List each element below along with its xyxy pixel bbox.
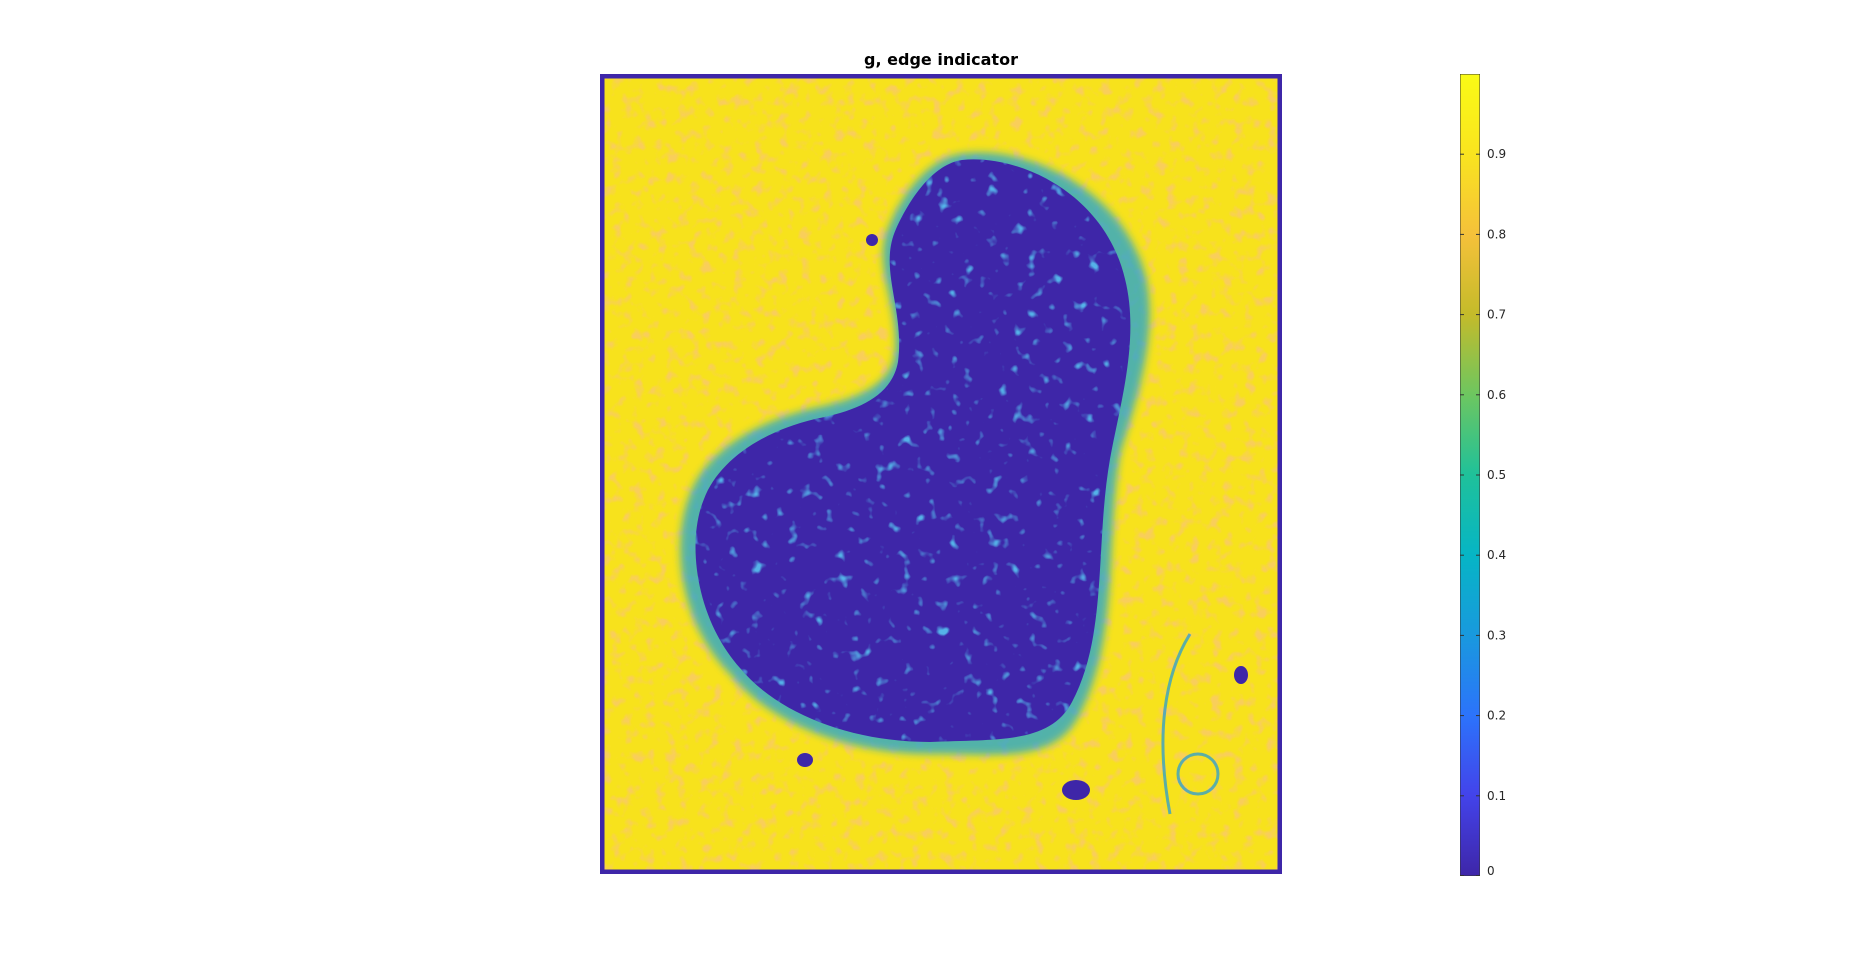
blob-bottom (797, 753, 813, 767)
edge-indicator-image (600, 74, 1282, 874)
colorbar-tick-label: 0.4 (1487, 548, 1506, 562)
right-contour (1161, 633, 1192, 815)
colorbar-tick-label: 0.6 (1487, 388, 1506, 402)
blob-top-left (866, 234, 878, 246)
blob-loop-bottom (1062, 780, 1090, 800)
colorbar-tick-label: 0.7 (1487, 308, 1506, 322)
colorbar-tick-label: 0.3 (1487, 628, 1506, 642)
colorbar-tick-label: 0 (1487, 864, 1495, 876)
colorbar-ticks: 0 0.1 0.2 0.3 0.4 0.5 0.6 0.7 0.8 0.9 (1460, 147, 1506, 876)
colorbar-fill (1460, 74, 1480, 876)
colorbar-tick-label: 0.5 (1487, 468, 1506, 482)
chart-title: g, edge indicator (864, 50, 1018, 69)
colorbar-tick-label: 0.9 (1487, 147, 1506, 161)
image-border (600, 74, 1282, 874)
colorbar-tick-label: 0.8 (1487, 227, 1506, 241)
colorbar (1460, 74, 1480, 876)
colorbar-tick-label: 0.1 (1487, 789, 1506, 803)
colorbar-tick-label: 0.2 (1487, 709, 1506, 723)
blob-right (1234, 666, 1248, 684)
right-ring (1176, 752, 1220, 796)
